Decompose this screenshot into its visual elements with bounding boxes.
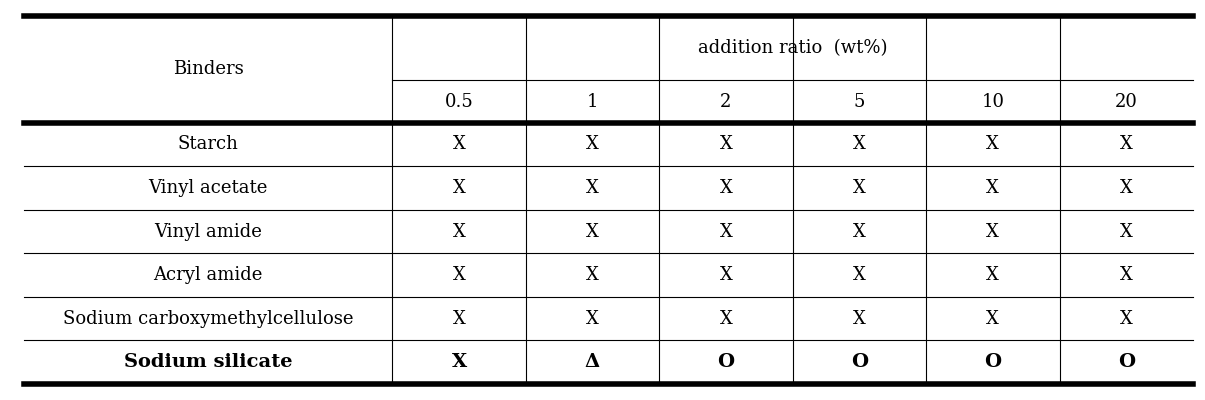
Text: X: X <box>853 222 865 240</box>
Text: X: X <box>719 136 733 154</box>
Text: Vinyl acetate: Vinyl acetate <box>148 179 268 197</box>
Text: X: X <box>853 310 865 328</box>
Text: O: O <box>984 353 1001 371</box>
Text: X: X <box>1119 136 1133 154</box>
Text: X: X <box>453 222 465 240</box>
Text: X: X <box>453 136 465 154</box>
Text: Binders: Binders <box>172 60 243 78</box>
Text: X: X <box>853 136 865 154</box>
Text: X: X <box>987 222 999 240</box>
Text: Starch: Starch <box>178 136 239 154</box>
Text: X: X <box>853 266 865 284</box>
Text: X: X <box>987 179 999 197</box>
Text: X: X <box>719 222 733 240</box>
Text: Δ: Δ <box>584 353 600 371</box>
Text: X: X <box>719 179 733 197</box>
Text: X: X <box>987 266 999 284</box>
Text: X: X <box>586 179 599 197</box>
Text: X: X <box>1119 179 1133 197</box>
Text: X: X <box>1119 222 1133 240</box>
Text: 0.5: 0.5 <box>445 92 474 110</box>
Text: X: X <box>586 310 599 328</box>
Text: X: X <box>987 310 999 328</box>
Text: O: O <box>1118 353 1135 371</box>
Text: X: X <box>719 310 733 328</box>
Text: X: X <box>987 136 999 154</box>
Text: X: X <box>452 353 466 371</box>
Text: Sodium carboxymethylcellulose: Sodium carboxymethylcellulose <box>63 310 353 328</box>
Text: 10: 10 <box>981 92 1004 110</box>
Text: X: X <box>453 179 465 197</box>
Text: X: X <box>453 310 465 328</box>
Text: Acryl amide: Acryl amide <box>153 266 263 284</box>
Text: Vinyl amide: Vinyl amide <box>154 222 263 240</box>
Text: X: X <box>1119 310 1133 328</box>
Text: 1: 1 <box>587 92 598 110</box>
Text: 5: 5 <box>853 92 865 110</box>
Text: X: X <box>719 266 733 284</box>
Text: X: X <box>1119 266 1133 284</box>
Text: O: O <box>717 353 735 371</box>
Text: X: X <box>453 266 465 284</box>
Text: X: X <box>586 266 599 284</box>
Text: addition ratio  (wt%): addition ratio (wt%) <box>698 39 887 57</box>
Text: Sodium silicate: Sodium silicate <box>124 353 293 371</box>
Text: 20: 20 <box>1115 92 1138 110</box>
Text: X: X <box>586 222 599 240</box>
Text: X: X <box>586 136 599 154</box>
Text: O: O <box>851 353 868 371</box>
Text: 2: 2 <box>721 92 731 110</box>
Text: X: X <box>853 179 865 197</box>
